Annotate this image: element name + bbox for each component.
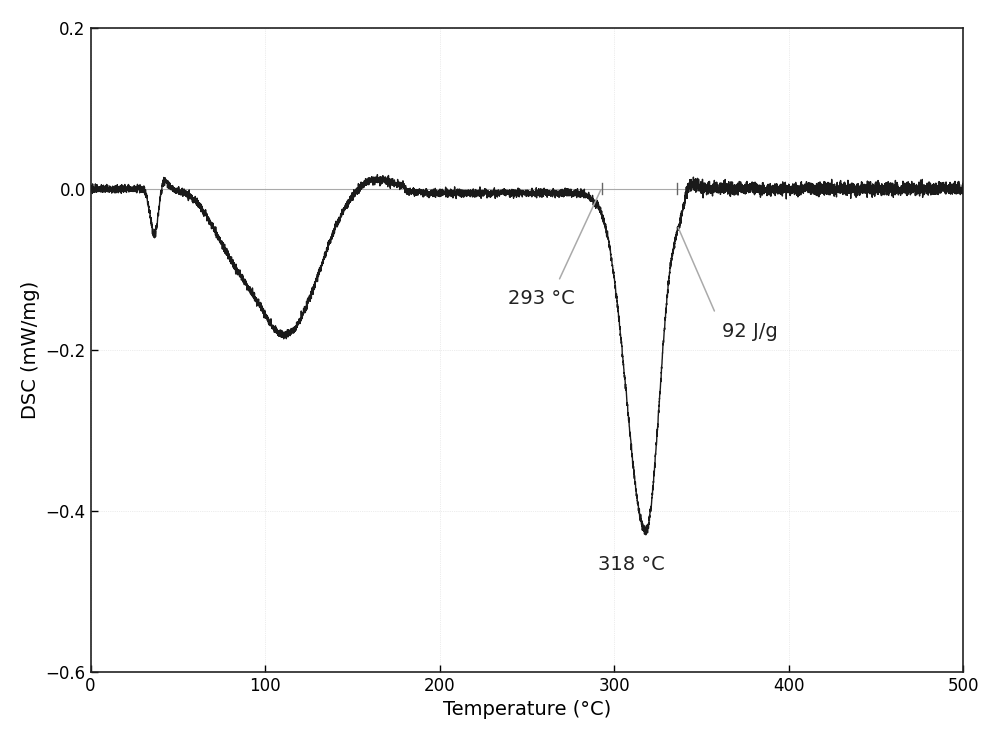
Text: 92 J/g: 92 J/g <box>722 322 778 340</box>
Text: 318 °C: 318 °C <box>598 555 665 574</box>
Text: 293 °C: 293 °C <box>508 289 574 309</box>
X-axis label: Temperature (°C): Temperature (°C) <box>443 700 611 719</box>
Y-axis label: DSC (mW/mg): DSC (mW/mg) <box>21 280 40 419</box>
